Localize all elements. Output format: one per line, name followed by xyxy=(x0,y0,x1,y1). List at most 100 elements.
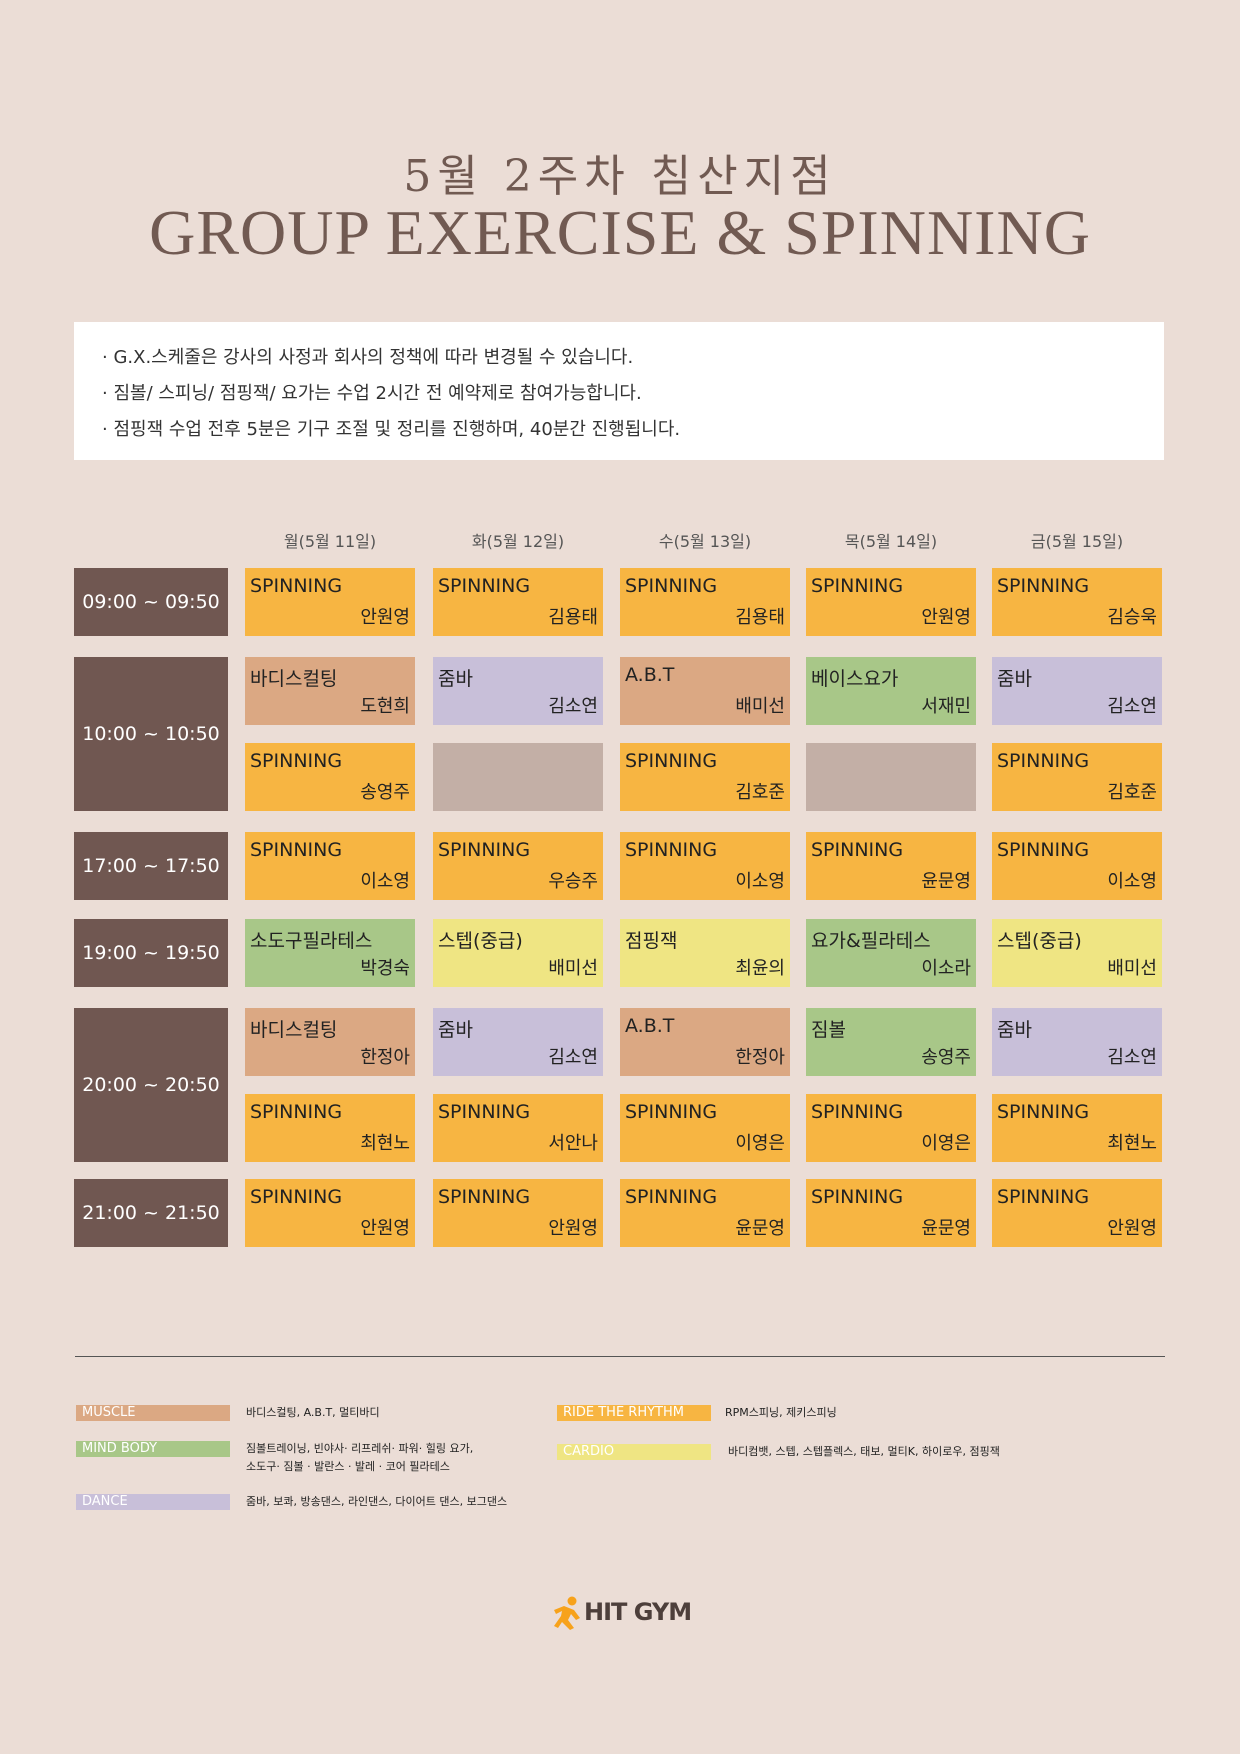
class-cell[interactable]: SPINNING 안원영 xyxy=(806,568,976,636)
notice-line: · G.X.스케줄은 강사의 사정과 회사의 정책에 따라 변경될 수 있습니다… xyxy=(102,347,634,368)
class-cell[interactable]: 스텝(중급) 배미선 xyxy=(433,919,603,987)
class-cell[interactable]: 베이스요가 서재민 xyxy=(806,657,976,725)
class-cell[interactable]: 스텝(중급) 배미선 xyxy=(992,919,1162,987)
legend-dance-desc: 줌바, 보콰, 방송댄스, 라인댄스, 다이어트 댄스, 보그댄스 xyxy=(246,1495,508,1508)
class-name: SPINNING xyxy=(997,1186,1090,1208)
class-name: SPINNING xyxy=(997,575,1090,597)
instructor-name: 김소연 xyxy=(1107,1047,1157,1068)
class-cell[interactable]: SPINNING 안원영 xyxy=(245,1179,415,1247)
brand-name: HIT GYM xyxy=(584,1598,692,1626)
legend-mind-body-desc-1: 짐볼트레이닝, 빈야사· 리프레쉬· 파워· 힐링 요가, xyxy=(246,1442,474,1455)
class-cell[interactable]: SPINNING 이영은 xyxy=(620,1094,790,1162)
class-name: SPINNING xyxy=(438,575,531,597)
class-cell[interactable]: SPINNING 이소영 xyxy=(245,832,415,900)
class-name: SPINNING xyxy=(811,575,904,597)
class-name: SPINNING xyxy=(625,1186,718,1208)
class-name: 줌바 xyxy=(997,1019,1032,1041)
instructor-name: 윤문영 xyxy=(735,1218,785,1239)
instructor-name: 김용태 xyxy=(735,607,785,628)
class-cell[interactable]: 줌바 김소연 xyxy=(992,657,1162,725)
instructor-name: 배미선 xyxy=(548,958,598,979)
class-cell[interactable]: SPINNING 이소영 xyxy=(992,832,1162,900)
class-name: SPINNING xyxy=(625,575,718,597)
time-slot-1900: 19:00 ~ 19:50 xyxy=(74,919,228,987)
class-cell[interactable]: SPINNING 이소영 xyxy=(620,832,790,900)
instructor-name: 송영주 xyxy=(921,1047,971,1068)
instructor-name: 이소영 xyxy=(360,871,410,892)
class-cell[interactable]: 줌바 김소연 xyxy=(433,1008,603,1076)
class-cell[interactable]: SPINNING 윤문영 xyxy=(806,832,976,900)
class-name: SPINNING xyxy=(811,1101,904,1123)
instructor-name: 우승주 xyxy=(548,871,598,892)
class-cell[interactable]: SPINNING 김호준 xyxy=(620,743,790,811)
instructor-name: 최윤의 xyxy=(735,958,785,979)
class-name: A.B.T xyxy=(625,664,675,686)
class-cell[interactable]: 점핑잭 최윤의 xyxy=(620,919,790,987)
running-person-icon xyxy=(554,1596,580,1630)
class-cell[interactable]: SPINNING 김용태 xyxy=(620,568,790,636)
class-name: 소도구필라테스 xyxy=(250,930,373,952)
class-name: 줌바 xyxy=(438,1019,473,1041)
class-cell[interactable]: 줌바 김소연 xyxy=(433,657,603,725)
class-cell[interactable]: SPINNING 김승욱 xyxy=(992,568,1162,636)
class-cell[interactable]: A.B.T 한정아 xyxy=(620,1008,790,1076)
legend-ride-desc: RPM스피닝, 제키스피닝 xyxy=(725,1406,837,1419)
instructor-name: 서안나 xyxy=(548,1133,598,1154)
divider-line xyxy=(75,1356,1165,1357)
class-name: SPINNING xyxy=(997,839,1090,861)
class-name: 줌바 xyxy=(438,668,473,690)
class-name: SPINNING xyxy=(438,1101,531,1123)
instructor-name: 김호준 xyxy=(735,782,785,803)
class-name: 스텝(중급) xyxy=(997,930,1082,952)
day-header-tue: 화(5월 12일) xyxy=(471,532,565,551)
instructor-name: 김용태 xyxy=(548,607,598,628)
class-name: SPINNING xyxy=(250,839,343,861)
class-cell[interactable]: SPINNING 이영은 xyxy=(806,1094,976,1162)
class-cell[interactable]: A.B.T 배미선 xyxy=(620,657,790,725)
instructor-name: 최현노 xyxy=(1107,1133,1157,1154)
class-cell[interactable]: SPINNING 김용태 xyxy=(433,568,603,636)
instructor-name: 도현희 xyxy=(360,696,410,717)
class-name: SPINNING xyxy=(811,1186,904,1208)
class-cell[interactable]: SPINNING 김호준 xyxy=(992,743,1162,811)
page-title-english: GROUP EXERCISE & SPINNING xyxy=(149,197,1091,268)
day-header-fri: 금(5월 15일) xyxy=(1030,532,1124,551)
class-cell[interactable]: SPINNING 송영주 xyxy=(245,743,415,811)
class-cell[interactable]: SPINNING 안원영 xyxy=(992,1179,1162,1247)
class-cell[interactable]: SPINNING 안원영 xyxy=(433,1179,603,1247)
time-slot-1000: 10:00 ~ 10:50 xyxy=(74,657,228,811)
legend-muscle-label: MUSCLE xyxy=(76,1405,230,1421)
instructor-name: 안원영 xyxy=(921,607,971,628)
class-name: SPINNING xyxy=(811,839,904,861)
instructor-name: 이소라 xyxy=(921,958,971,979)
class-name: SPINNING xyxy=(250,575,343,597)
instructor-name: 박경숙 xyxy=(360,958,410,979)
time-slot-0900: 09:00 ~ 09:50 xyxy=(74,568,228,636)
instructor-name: 윤문영 xyxy=(921,1218,971,1239)
class-cell[interactable]: SPINNING 윤문영 xyxy=(806,1179,976,1247)
empty-class-cell xyxy=(433,743,603,811)
instructor-name: 한정아 xyxy=(360,1047,410,1068)
time-slot-1700: 17:00 ~ 17:50 xyxy=(74,832,228,900)
class-cell[interactable]: 짐볼 송영주 xyxy=(806,1008,976,1076)
class-cell[interactable]: 요가&필라테스 이소라 xyxy=(806,919,976,987)
class-cell[interactable]: SPINNING 윤문영 xyxy=(620,1179,790,1247)
legend-ride-label: RIDE THE RHYTHM xyxy=(557,1405,711,1421)
legend-cardio-desc: 바디컴뱃, 스텝, 스텝플렉스, 태보, 멀티K, 하이로우, 점핑잭 xyxy=(728,1445,1000,1458)
class-cell[interactable]: SPINNING 우승주 xyxy=(433,832,603,900)
notice-line: · 짐볼/ 스피닝/ 점핑잭/ 요가는 수업 2시간 전 예약제로 참여가능합니… xyxy=(102,383,642,404)
class-cell[interactable]: 바디스컬팅 한정아 xyxy=(245,1008,415,1076)
legend-mind-body-desc-2: 소도구· 짐볼 · 발란스 · 발레 · 코어 필라테스 xyxy=(246,1460,450,1473)
class-name: 줌바 xyxy=(997,668,1032,690)
class-cell[interactable]: SPINNING 안원영 xyxy=(245,568,415,636)
class-cell[interactable]: SPINNING 최현노 xyxy=(992,1094,1162,1162)
legend-mind-body-label: MIND BODY xyxy=(76,1441,230,1457)
instructor-name: 최현노 xyxy=(360,1133,410,1154)
class-cell[interactable]: SPINNING 서안나 xyxy=(433,1094,603,1162)
instructor-name: 이소영 xyxy=(1107,871,1157,892)
class-cell[interactable]: SPINNING 최현노 xyxy=(245,1094,415,1162)
class-name: SPINNING xyxy=(625,1101,718,1123)
class-cell[interactable]: 바디스컬팅 도현희 xyxy=(245,657,415,725)
